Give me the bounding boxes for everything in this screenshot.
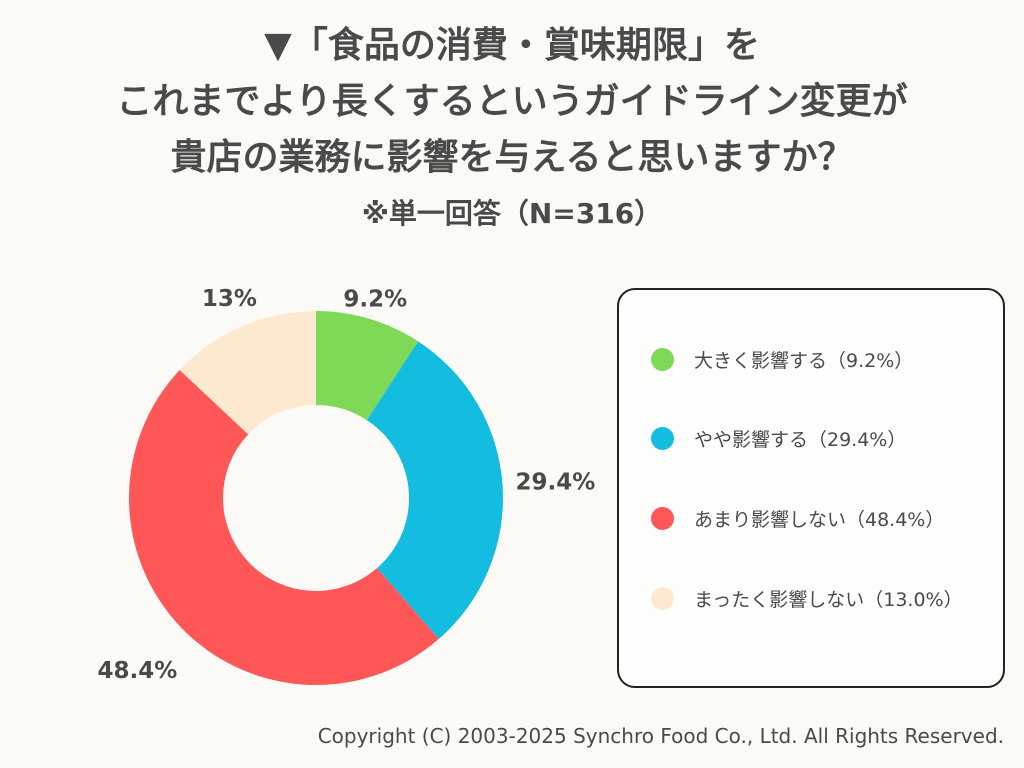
- data-label: 9.2%: [343, 287, 407, 313]
- data-label: 13%: [202, 286, 257, 312]
- data-label: 48.4%: [97, 658, 177, 684]
- donut-slice: [316, 311, 419, 421]
- legend-label: まったく影響しない（13.0%）: [694, 589, 963, 611]
- donut-slice: [366, 341, 503, 640]
- chart-subtitle: ※単一回答（N=316）: [361, 197, 663, 230]
- legend-label: あまり影響しない（48.4%）: [694, 509, 945, 531]
- legend-swatch: [651, 348, 674, 371]
- legend-swatch: [651, 427, 674, 450]
- chart-title-line-2: これまでより長くするというガイドライン変更が: [116, 81, 908, 122]
- legend-swatch: [651, 507, 674, 530]
- legend-label: やや影響する（29.4%）: [694, 429, 907, 451]
- legend: 大きく影響する（9.2%） やや影響する（29.4%） あまり影響しない（48.…: [617, 288, 1005, 688]
- data-label: 29.4%: [516, 469, 596, 495]
- legend-item: やや影響する（29.4%）: [651, 425, 906, 452]
- legend-swatch: [651, 587, 674, 610]
- donut-slice: [129, 369, 439, 685]
- chart-title-line-1: ▼「食品の消費・賞味期限」を: [264, 25, 760, 66]
- legend-item: 大きく影響する（9.2%）: [651, 346, 913, 373]
- copyright: Copyright (C) 2003-2025 Synchro Food Co.…: [317, 724, 1004, 748]
- legend-label: 大きく影響する（9.2%）: [694, 350, 914, 372]
- donut-slice: [179, 311, 316, 435]
- legend-item: まったく影響しない（13.0%）: [651, 585, 963, 612]
- chart-title-line-3: 貴店の業務に影響を与えると思いますか？: [170, 137, 854, 178]
- legend-item: あまり影響しない（48.4%）: [651, 505, 944, 532]
